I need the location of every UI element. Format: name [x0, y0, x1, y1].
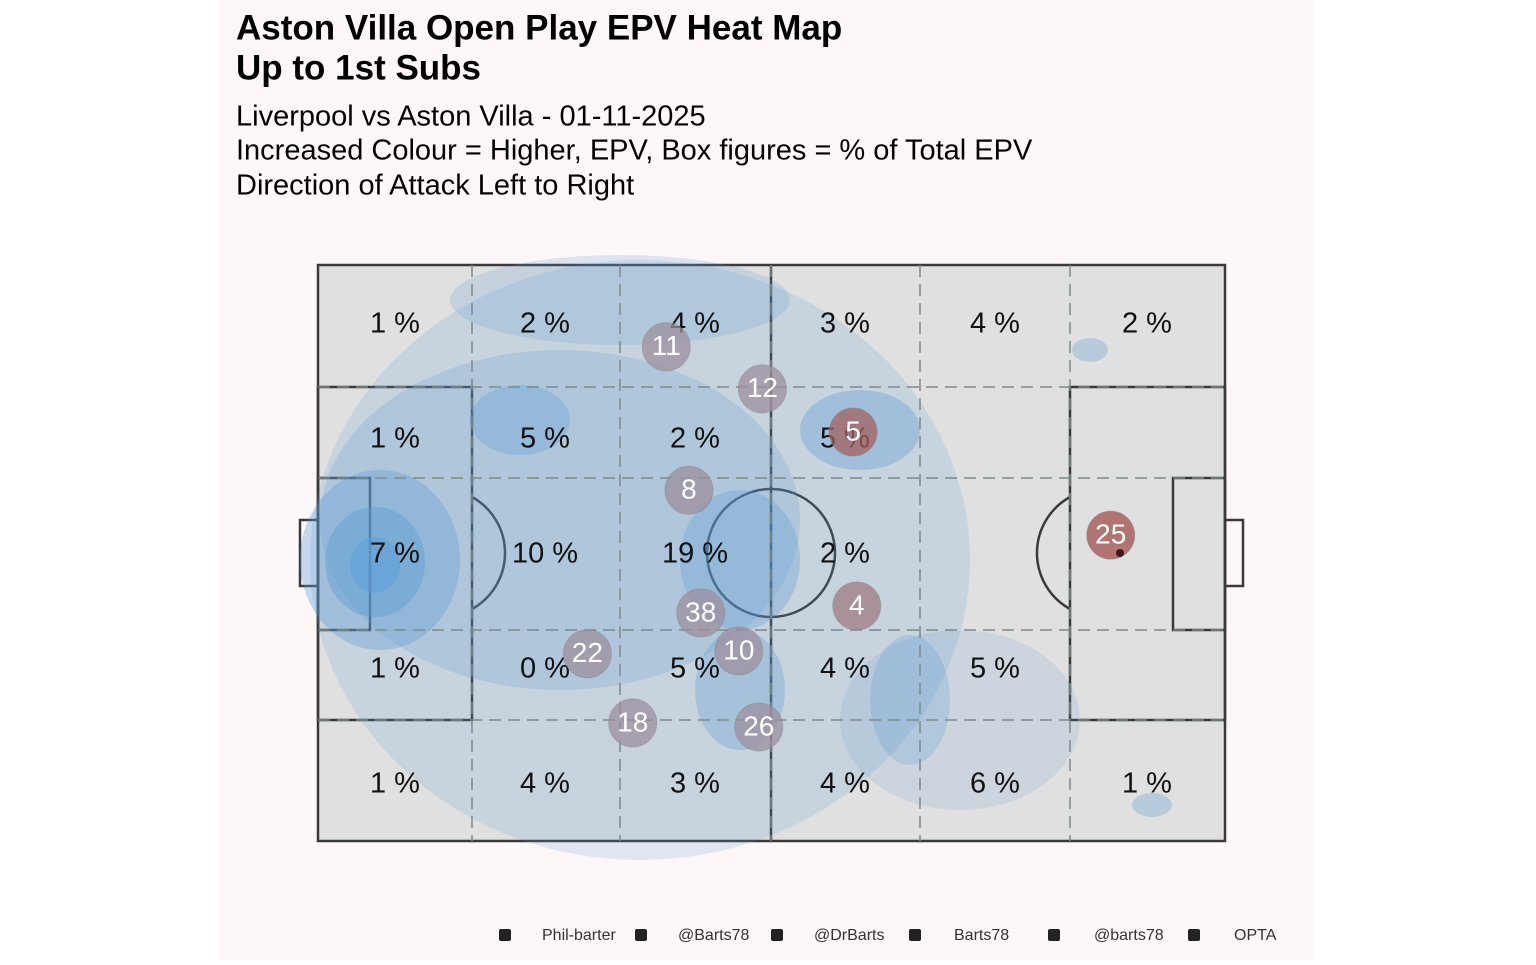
subtitle: Direction of Attack Left to Right: [236, 170, 634, 202]
player-number: 10: [723, 634, 754, 665]
player-marker: [832, 581, 882, 631]
player-marker: [676, 588, 726, 638]
player-number: 5: [845, 415, 861, 446]
zone-label: 0 %: [520, 653, 570, 685]
subtitle: Increased Colour = Higher, EPV, Box figu…: [236, 135, 1033, 167]
ball-marker: [1116, 549, 1124, 557]
player-marker: [1086, 510, 1136, 560]
zone-label: 2 %: [820, 538, 870, 570]
zone-label: 6 %: [970, 768, 1020, 800]
subtitle: Liverpool vs Aston Villa - 01-11-2025: [236, 101, 706, 133]
footer-icon: [1188, 929, 1200, 941]
player-number: 38: [685, 596, 716, 627]
footer-icon: [499, 929, 511, 941]
player-number: 11: [652, 330, 681, 361]
zone-label: 4 %: [520, 768, 570, 800]
zone-label: 2 %: [1122, 308, 1172, 340]
title: Up to 1st Subs: [236, 48, 481, 87]
zone-label: 3 %: [820, 308, 870, 340]
footer-icon: [909, 929, 921, 941]
footer-text: Barts78: [954, 927, 1009, 944]
zone-label: 1 %: [370, 653, 420, 685]
zone-label: 5 %: [670, 653, 720, 685]
player-number: 25: [1095, 519, 1126, 550]
zone-label: 2 %: [670, 423, 720, 455]
zone-label: 7 %: [370, 538, 420, 570]
zone-label: 3 %: [670, 768, 720, 800]
footer: Phil-barter @Barts78 @DrBarts Barts78 @barts…: [499, 927, 1277, 944]
title: Aston Villa Open Play EPV Heat Map: [236, 8, 842, 47]
player-marker: [734, 702, 784, 752]
player-number: 26: [743, 710, 774, 741]
zone-label: 5 %: [520, 423, 570, 455]
player-marker: [641, 322, 691, 372]
player-number: 8: [681, 474, 697, 505]
player-number: 22: [572, 637, 603, 668]
player-number: 4: [849, 589, 865, 620]
footer-icon: [1048, 929, 1060, 941]
player-number: 12: [747, 372, 778, 403]
footer-icon: [635, 929, 647, 941]
zone-label: 4 %: [970, 308, 1020, 340]
player-marker: [608, 698, 658, 748]
zone-label: 1 %: [1122, 768, 1172, 800]
zone-label: 1 %: [370, 768, 420, 800]
footer-text: OPTA: [1234, 927, 1277, 944]
player-marker: [737, 364, 787, 414]
zone-label: 4 %: [820, 768, 870, 800]
zone-label: 4 %: [820, 653, 870, 685]
player-marker: [828, 407, 878, 457]
zone-label: 19 %: [662, 538, 728, 570]
footer-text: Phil-barter: [542, 927, 616, 944]
player-marker: [714, 626, 764, 676]
footer-text: @DrBarts: [814, 927, 884, 944]
footer-icon: [771, 929, 783, 941]
zone-label: 5 %: [970, 653, 1020, 685]
zone-label: 2 %: [520, 308, 570, 340]
player-marker: [664, 465, 714, 515]
zone-label: 1 %: [370, 423, 420, 455]
player-marker: [562, 629, 612, 679]
zone-label: 1 %: [370, 308, 420, 340]
footer-text: @Barts78: [678, 927, 749, 944]
footer-text: @barts78: [1094, 927, 1164, 944]
zone-label: 10 %: [512, 538, 578, 570]
player-number: 18: [617, 706, 648, 737]
